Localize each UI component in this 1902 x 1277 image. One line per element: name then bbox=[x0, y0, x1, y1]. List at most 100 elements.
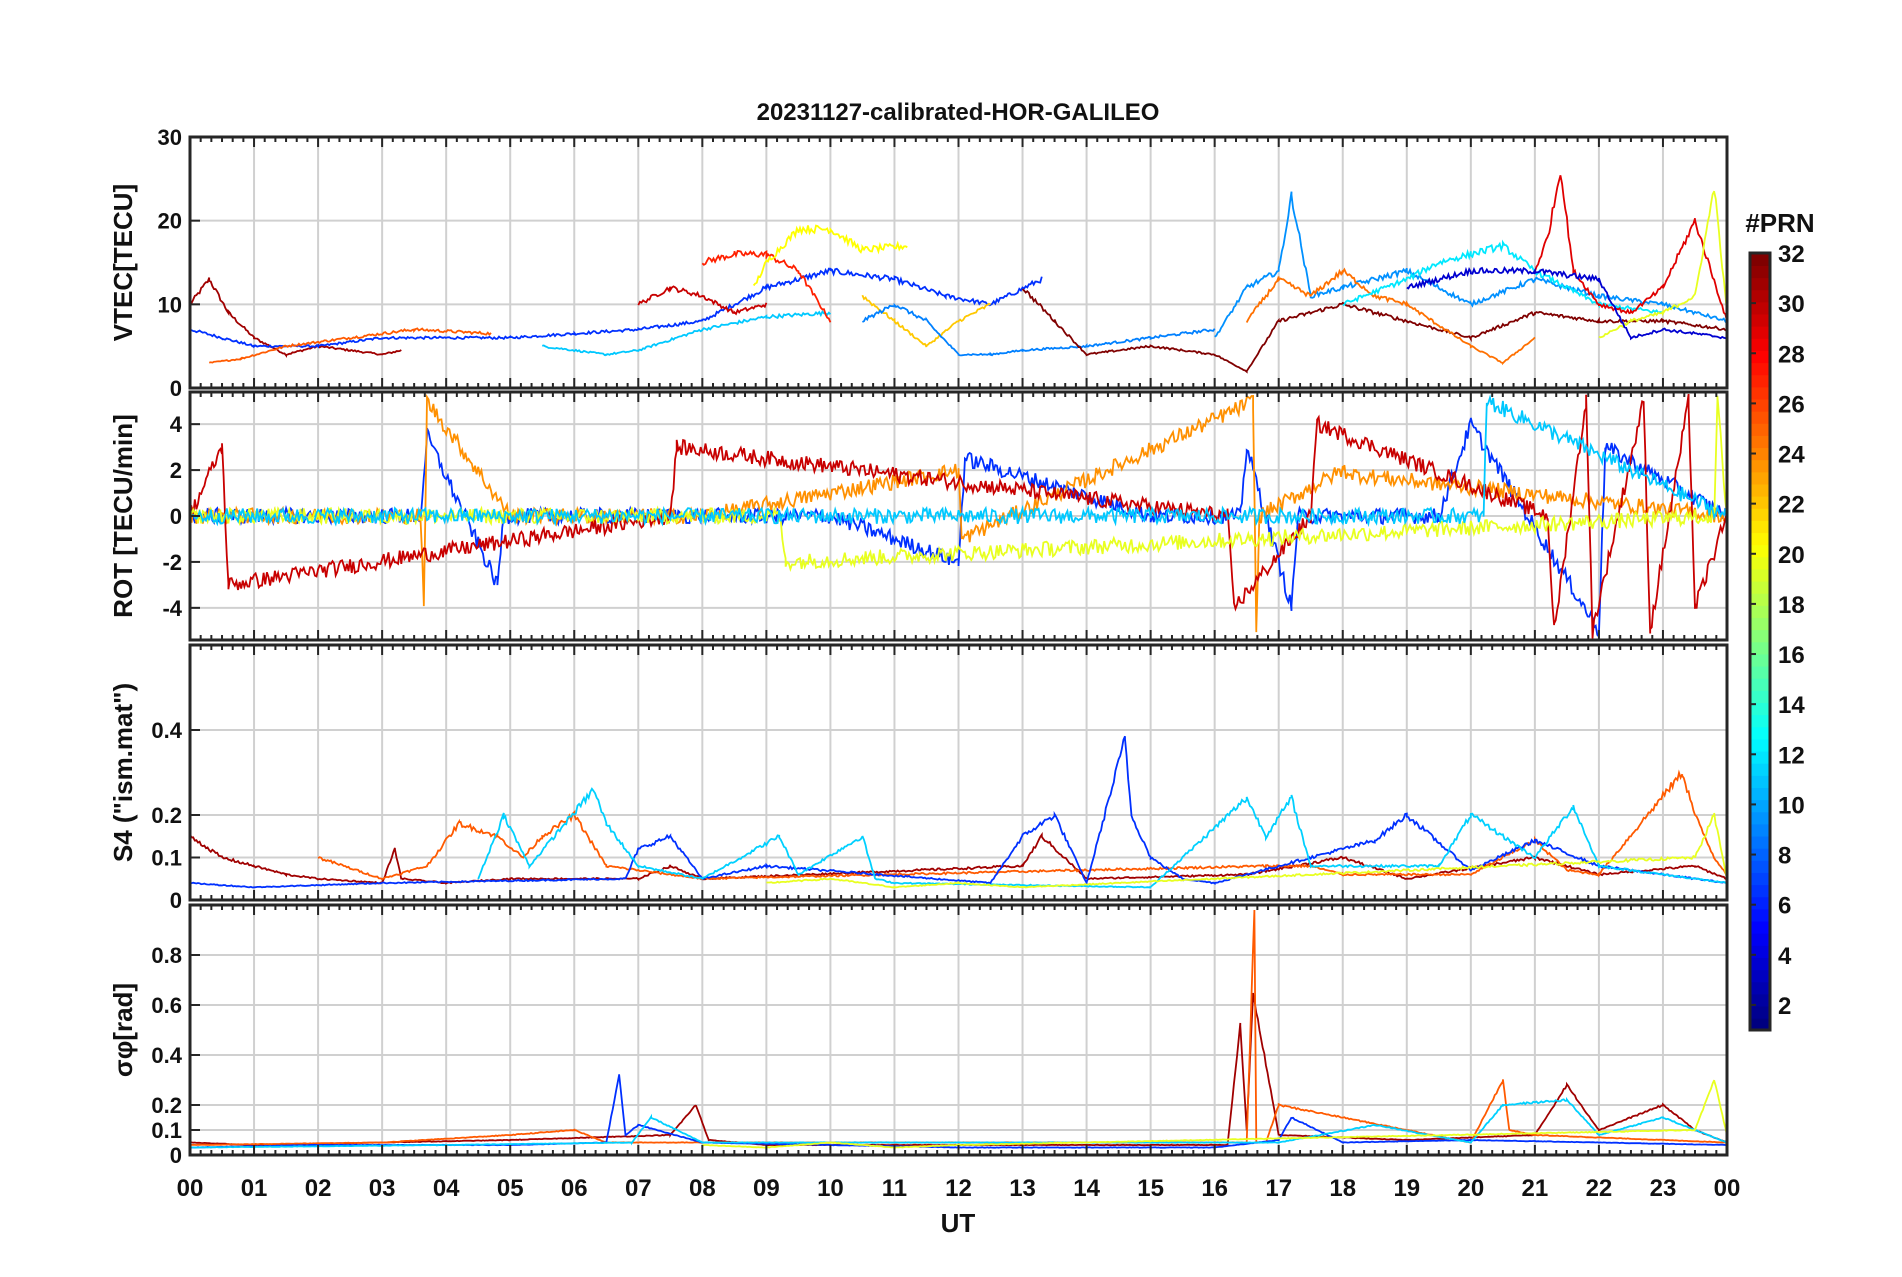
series-line-prn-5 bbox=[190, 735, 1727, 889]
x-tick-label: 08 bbox=[689, 1175, 716, 1202]
colorbar-tick-label: 30 bbox=[1778, 291, 1805, 318]
colorbar-band bbox=[1750, 981, 1770, 995]
colorbar-band bbox=[1750, 738, 1770, 752]
y-tick-label: 0.4 bbox=[151, 718, 182, 743]
colorbar-band bbox=[1750, 532, 1770, 546]
colorbar-band bbox=[1750, 811, 1770, 825]
colorbar-tick-label: 16 bbox=[1778, 642, 1805, 669]
y-tick-label: -2 bbox=[162, 550, 182, 575]
y-tick-label: 4 bbox=[170, 412, 183, 437]
y-tick-label: 0 bbox=[170, 504, 182, 529]
colorbar-band bbox=[1750, 677, 1770, 691]
x-tick-label: 09 bbox=[753, 1175, 780, 1202]
colorbar-label: #PRN bbox=[1745, 208, 1814, 238]
colorbar-tick-label: 32 bbox=[1778, 241, 1805, 268]
series-line-prn-9 bbox=[1214, 191, 1727, 338]
colorbar-tick-label: 24 bbox=[1778, 442, 1805, 469]
series-line-prn-28 bbox=[701, 249, 832, 323]
colorbar-band bbox=[1750, 860, 1770, 873]
x-tick-label: 02 bbox=[305, 1175, 332, 1202]
x-tick-label: 10 bbox=[817, 1175, 844, 1202]
x-tick-label: 12 bbox=[945, 1175, 972, 1202]
colorbar-band bbox=[1750, 410, 1770, 424]
colorbar-band bbox=[1750, 301, 1770, 315]
colorbar-band bbox=[1750, 435, 1770, 449]
y-tick-label: 20 bbox=[158, 209, 182, 234]
series-group bbox=[190, 393, 1727, 639]
colorbar-band bbox=[1750, 653, 1770, 667]
colorbar-tick-label: 20 bbox=[1778, 542, 1805, 569]
x-tick-label: 11 bbox=[882, 1175, 907, 1202]
colorbar-band bbox=[1750, 1017, 1770, 1031]
colorbar-band bbox=[1750, 629, 1770, 643]
colorbar-tick-label: 12 bbox=[1778, 742, 1805, 769]
colorbar-band bbox=[1750, 1005, 1770, 1019]
y-tick-label: 0 bbox=[170, 376, 182, 401]
y-tick-label: 0.2 bbox=[151, 1093, 182, 1118]
colorbar-band bbox=[1750, 592, 1770, 606]
colorbar-band bbox=[1750, 422, 1770, 436]
x-tick-label: 14 bbox=[1073, 1175, 1100, 1202]
colorbar-band bbox=[1750, 726, 1770, 740]
colorbar-band bbox=[1750, 908, 1770, 922]
y-tick-label: 0 bbox=[170, 1143, 182, 1168]
colorbar-band bbox=[1750, 762, 1770, 776]
series-line-prn-30 bbox=[637, 285, 768, 316]
colorbar-band bbox=[1750, 835, 1770, 849]
y-tick-label: 2 bbox=[170, 458, 182, 483]
x-axis-ticks: 00 01 02 03 04 05 06 07 08 09 10 11 12 13 14 15 16 17 18 19… bbox=[177, 1175, 1741, 1202]
x-tick-label: 03 bbox=[369, 1175, 396, 1202]
colorbar-band bbox=[1750, 787, 1770, 801]
x-tick-label: 06 bbox=[561, 1175, 588, 1202]
colorbar-band bbox=[1750, 507, 1770, 521]
series-line-prn-11 bbox=[190, 394, 1727, 528]
colorbar-band bbox=[1750, 605, 1770, 619]
y-tick-label: 0.8 bbox=[151, 943, 182, 968]
series-line-prn-5 bbox=[190, 417, 1727, 639]
series-line-prn-26 bbox=[209, 327, 492, 364]
series-line-prn-12 bbox=[477, 787, 1727, 890]
colorbar-band bbox=[1750, 945, 1770, 958]
series-line-prn-5 bbox=[190, 267, 1043, 349]
colorbar-band bbox=[1750, 884, 1770, 898]
x-tick-label: 16 bbox=[1201, 1175, 1228, 1202]
colorbar-frame bbox=[1748, 251, 1772, 1032]
series-line-prn-19 bbox=[1598, 190, 1727, 339]
colorbar-band bbox=[1750, 799, 1770, 813]
colorbar-band bbox=[1750, 920, 1770, 934]
colorbar-band bbox=[1750, 362, 1770, 376]
x-tick-label: 17 bbox=[1265, 1175, 1292, 1202]
y-axis-label-sigma: σφ[rad] bbox=[108, 983, 138, 1077]
x-tick-label: 07 bbox=[625, 1175, 652, 1202]
colorbar-band bbox=[1750, 617, 1770, 631]
colorbar-band bbox=[1750, 495, 1770, 509]
colorbar-band bbox=[1750, 750, 1770, 764]
colorbar-band bbox=[1750, 823, 1770, 837]
colorbar-band bbox=[1750, 544, 1770, 558]
x-tick-label: 21 bbox=[1522, 1175, 1549, 1202]
colorbar-band bbox=[1750, 847, 1770, 861]
series-line-prn-20 bbox=[752, 224, 908, 287]
colorbar-band bbox=[1750, 520, 1770, 534]
colorbar-band bbox=[1750, 775, 1770, 788]
colorbar-band bbox=[1750, 471, 1770, 485]
x-tick-label: 00 bbox=[1714, 1175, 1741, 1202]
colorbar-band bbox=[1750, 350, 1770, 364]
series-line-prn-11 bbox=[542, 309, 832, 357]
y-tick-label: 0.2 bbox=[151, 803, 182, 828]
series-line-prn-24 bbox=[190, 393, 1727, 633]
series-line-prn-29 bbox=[1534, 174, 1727, 322]
colorbar-band bbox=[1750, 556, 1770, 570]
series-group bbox=[190, 174, 1727, 374]
colorbar-tick-label: 28 bbox=[1778, 341, 1805, 368]
panel-vtec: 0 10 20 30 VTEC[TECU] bbox=[108, 125, 1729, 401]
y-tick-label: 0.1 bbox=[151, 846, 182, 871]
colorbar-band bbox=[1750, 690, 1770, 704]
x-tick-label: 22 bbox=[1586, 1175, 1613, 1202]
colorbar-band bbox=[1750, 714, 1770, 728]
colorbar-tick-label: 2 bbox=[1778, 993, 1791, 1020]
colorbar-band bbox=[1750, 580, 1770, 594]
series-line-prn-26 bbox=[317, 769, 1727, 881]
series-line-prn-19 bbox=[766, 812, 1727, 889]
